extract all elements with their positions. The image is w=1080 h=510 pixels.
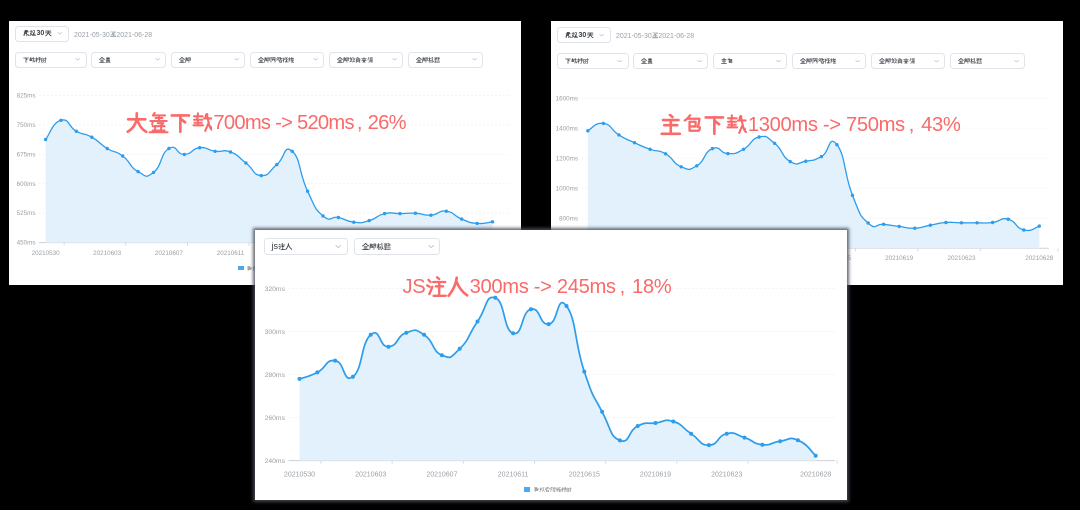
svg-text:260ms: 260ms	[265, 415, 286, 422]
svg-text:750ms: 750ms	[17, 122, 36, 129]
svg-text:20210619: 20210619	[640, 472, 671, 479]
svg-text:525ms: 525ms	[17, 210, 36, 217]
svg-text:675ms: 675ms	[17, 151, 36, 158]
svg-text:20210611: 20210611	[498, 472, 529, 479]
svg-text:825ms: 825ms	[17, 93, 36, 100]
svg-text:1600ms: 1600ms	[556, 95, 578, 102]
svg-text:20210603: 20210603	[355, 472, 386, 479]
svg-text:20210603: 20210603	[93, 250, 122, 257]
svg-text:20210530: 20210530	[32, 250, 61, 257]
svg-text:800ms: 800ms	[559, 215, 578, 222]
svg-text:600ms: 600ms	[17, 181, 36, 188]
svg-text:20210623: 20210623	[711, 472, 742, 479]
svg-text:20210619: 20210619	[885, 255, 914, 262]
svg-text:20210530: 20210530	[284, 472, 315, 479]
svg-text:20210628: 20210628	[800, 472, 831, 479]
svg-text:300ms: 300ms	[265, 329, 286, 336]
svg-text:20210611: 20210611	[217, 250, 245, 257]
svg-text:20210607: 20210607	[426, 472, 457, 479]
svg-text:450ms: 450ms	[17, 240, 36, 247]
svg-text:240ms: 240ms	[265, 458, 286, 465]
svg-text:20210607: 20210607	[155, 250, 184, 257]
svg-text:280ms: 280ms	[265, 372, 286, 379]
svg-text:320ms: 320ms	[265, 286, 286, 293]
svg-text:20210623: 20210623	[947, 255, 976, 262]
svg-text:1200ms: 1200ms	[556, 155, 578, 162]
svg-text:20210615: 20210615	[569, 472, 600, 479]
svg-text:1000ms: 1000ms	[556, 185, 578, 192]
svg-text:1400ms: 1400ms	[556, 125, 578, 132]
svg-text:20210628: 20210628	[1025, 255, 1054, 262]
